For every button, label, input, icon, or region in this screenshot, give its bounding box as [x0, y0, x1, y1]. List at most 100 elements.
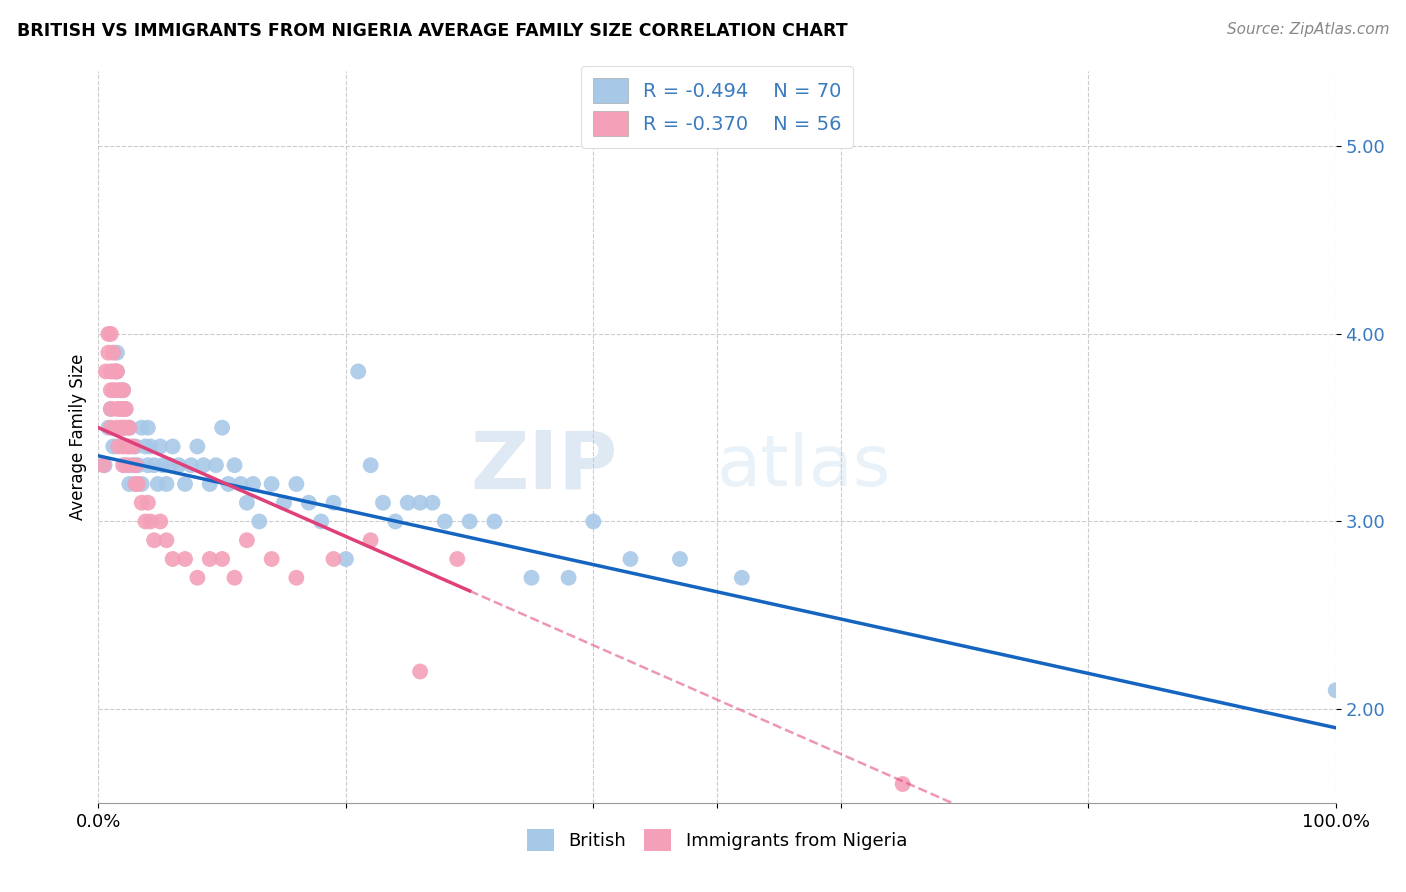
Point: [105, 383, 128, 397]
Legend: British, Immigrants from Nigeria: British, Immigrants from Nigeria: [517, 820, 917, 860]
Point: [127, 458, 149, 473]
Point: [322, 552, 344, 566]
Y-axis label: Average Family Size: Average Family Size: [69, 354, 87, 520]
Point: [112, 420, 135, 434]
Point: [162, 440, 184, 454]
Point: [409, 665, 432, 679]
Point: [211, 552, 233, 566]
Point: [1324, 683, 1347, 698]
Point: [112, 458, 135, 473]
Point: [557, 571, 579, 585]
Point: [100, 383, 122, 397]
Point: [229, 477, 252, 491]
Point: [285, 571, 308, 585]
Point: [198, 477, 221, 491]
Point: [224, 571, 246, 585]
Point: [105, 420, 128, 434]
Point: [669, 552, 692, 566]
Point: [124, 477, 146, 491]
Point: [146, 477, 169, 491]
Point: [100, 326, 122, 341]
Point: [205, 458, 228, 473]
Point: [110, 401, 132, 416]
Point: [384, 515, 406, 529]
Point: [360, 458, 382, 473]
Point: [114, 401, 136, 416]
Point: [211, 420, 233, 434]
Point: [105, 364, 128, 378]
Point: [162, 552, 184, 566]
Point: [136, 496, 159, 510]
Point: [122, 458, 145, 473]
Point: [433, 515, 456, 529]
Point: [103, 364, 125, 378]
Point: [139, 440, 162, 454]
Point: [260, 477, 283, 491]
Point: [134, 515, 156, 529]
Point: [139, 515, 162, 529]
Point: [236, 533, 259, 548]
Text: ZIP: ZIP: [471, 427, 619, 506]
Point: [285, 477, 308, 491]
Point: [159, 458, 181, 473]
Point: [174, 477, 197, 491]
Point: [891, 777, 914, 791]
Point: [422, 496, 444, 510]
Point: [117, 440, 139, 454]
Text: Source: ZipAtlas.com: Source: ZipAtlas.com: [1226, 22, 1389, 37]
Point: [118, 420, 141, 434]
Point: [97, 326, 120, 341]
Point: [93, 458, 115, 473]
Point: [143, 533, 166, 548]
Point: [114, 401, 136, 416]
Point: [105, 345, 128, 359]
Point: [273, 496, 295, 510]
Point: [124, 458, 146, 473]
Point: [484, 515, 506, 529]
Point: [118, 458, 141, 473]
Point: [335, 552, 357, 566]
Point: [180, 458, 202, 473]
Point: [136, 420, 159, 434]
Point: [103, 440, 125, 454]
Point: [242, 477, 264, 491]
Point: [155, 533, 177, 548]
Point: [131, 420, 153, 434]
Point: [347, 364, 370, 378]
Point: [396, 496, 419, 510]
Text: BRITISH VS IMMIGRANTS FROM NIGERIA AVERAGE FAMILY SIZE CORRELATION CHART: BRITISH VS IMMIGRANTS FROM NIGERIA AVERA…: [17, 22, 848, 40]
Point: [127, 477, 149, 491]
Point: [236, 496, 259, 510]
Point: [131, 496, 153, 510]
Point: [107, 440, 129, 454]
Point: [198, 552, 221, 566]
Point: [224, 458, 246, 473]
Point: [136, 458, 159, 473]
Point: [118, 420, 141, 434]
Point: [619, 552, 641, 566]
Point: [100, 401, 122, 416]
Point: [131, 477, 153, 491]
Point: [247, 515, 270, 529]
Point: [371, 496, 394, 510]
Point: [100, 420, 122, 434]
Point: [155, 477, 177, 491]
Point: [114, 458, 136, 473]
Point: [118, 440, 141, 454]
Point: [112, 420, 135, 434]
Point: [100, 364, 122, 378]
Point: [118, 477, 141, 491]
Point: [122, 440, 145, 454]
Point: [110, 401, 132, 416]
Point: [309, 515, 332, 529]
Point: [458, 515, 481, 529]
Point: [110, 420, 132, 434]
Point: [360, 533, 382, 548]
Point: [174, 552, 197, 566]
Point: [104, 364, 127, 378]
Point: [217, 477, 239, 491]
Point: [97, 420, 120, 434]
Point: [167, 458, 190, 473]
Point: [260, 552, 283, 566]
Point: [322, 496, 344, 510]
